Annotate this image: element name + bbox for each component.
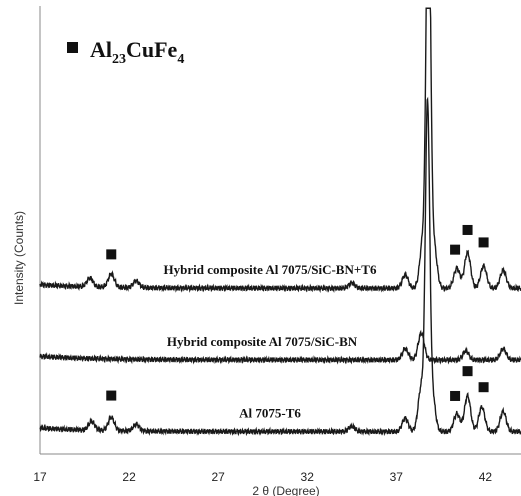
phase-marker — [450, 244, 461, 255]
series-label: Hybrid composite Al 7075/SiC-BN — [167, 334, 358, 349]
x-tick-label: 17 — [33, 470, 47, 484]
y-axis-title: Intensity (Counts) — [12, 211, 26, 305]
series-layer — [39, 7, 521, 437]
phase-marker — [450, 390, 461, 401]
series-line — [39, 329, 521, 365]
series-label: Al 7075-T6 — [239, 406, 301, 421]
phase-marker — [478, 382, 489, 393]
phase-marker — [478, 237, 489, 248]
phase-marker — [106, 390, 117, 401]
axis-layer: 17 22 27 32 37 42 — [33, 6, 521, 484]
phase-marker — [462, 224, 473, 235]
label-layer: Hybrid composite Al 7075/SiC-BN+T6 Hybrid… — [164, 262, 377, 420]
series-label: Hybrid composite Al 7075/SiC-BN+T6 — [164, 262, 377, 277]
series-line — [39, 7, 521, 294]
legend-label: Al23CuFe4 — [90, 37, 184, 67]
x-tick-label: 32 — [301, 470, 315, 484]
x-tick-label: 27 — [211, 470, 225, 484]
phase-marker — [106, 249, 117, 260]
phase-marker — [462, 366, 473, 377]
x-axis-title: 2 θ (Degree) — [252, 484, 319, 496]
marker-layer — [106, 224, 489, 401]
x-tick-label: 37 — [390, 470, 404, 484]
legend-marker — [67, 42, 78, 53]
legend: Al23CuFe4 — [67, 37, 184, 67]
x-tick-label: 22 — [122, 470, 136, 484]
x-tick-label: 42 — [479, 470, 493, 484]
series-line — [39, 96, 521, 437]
